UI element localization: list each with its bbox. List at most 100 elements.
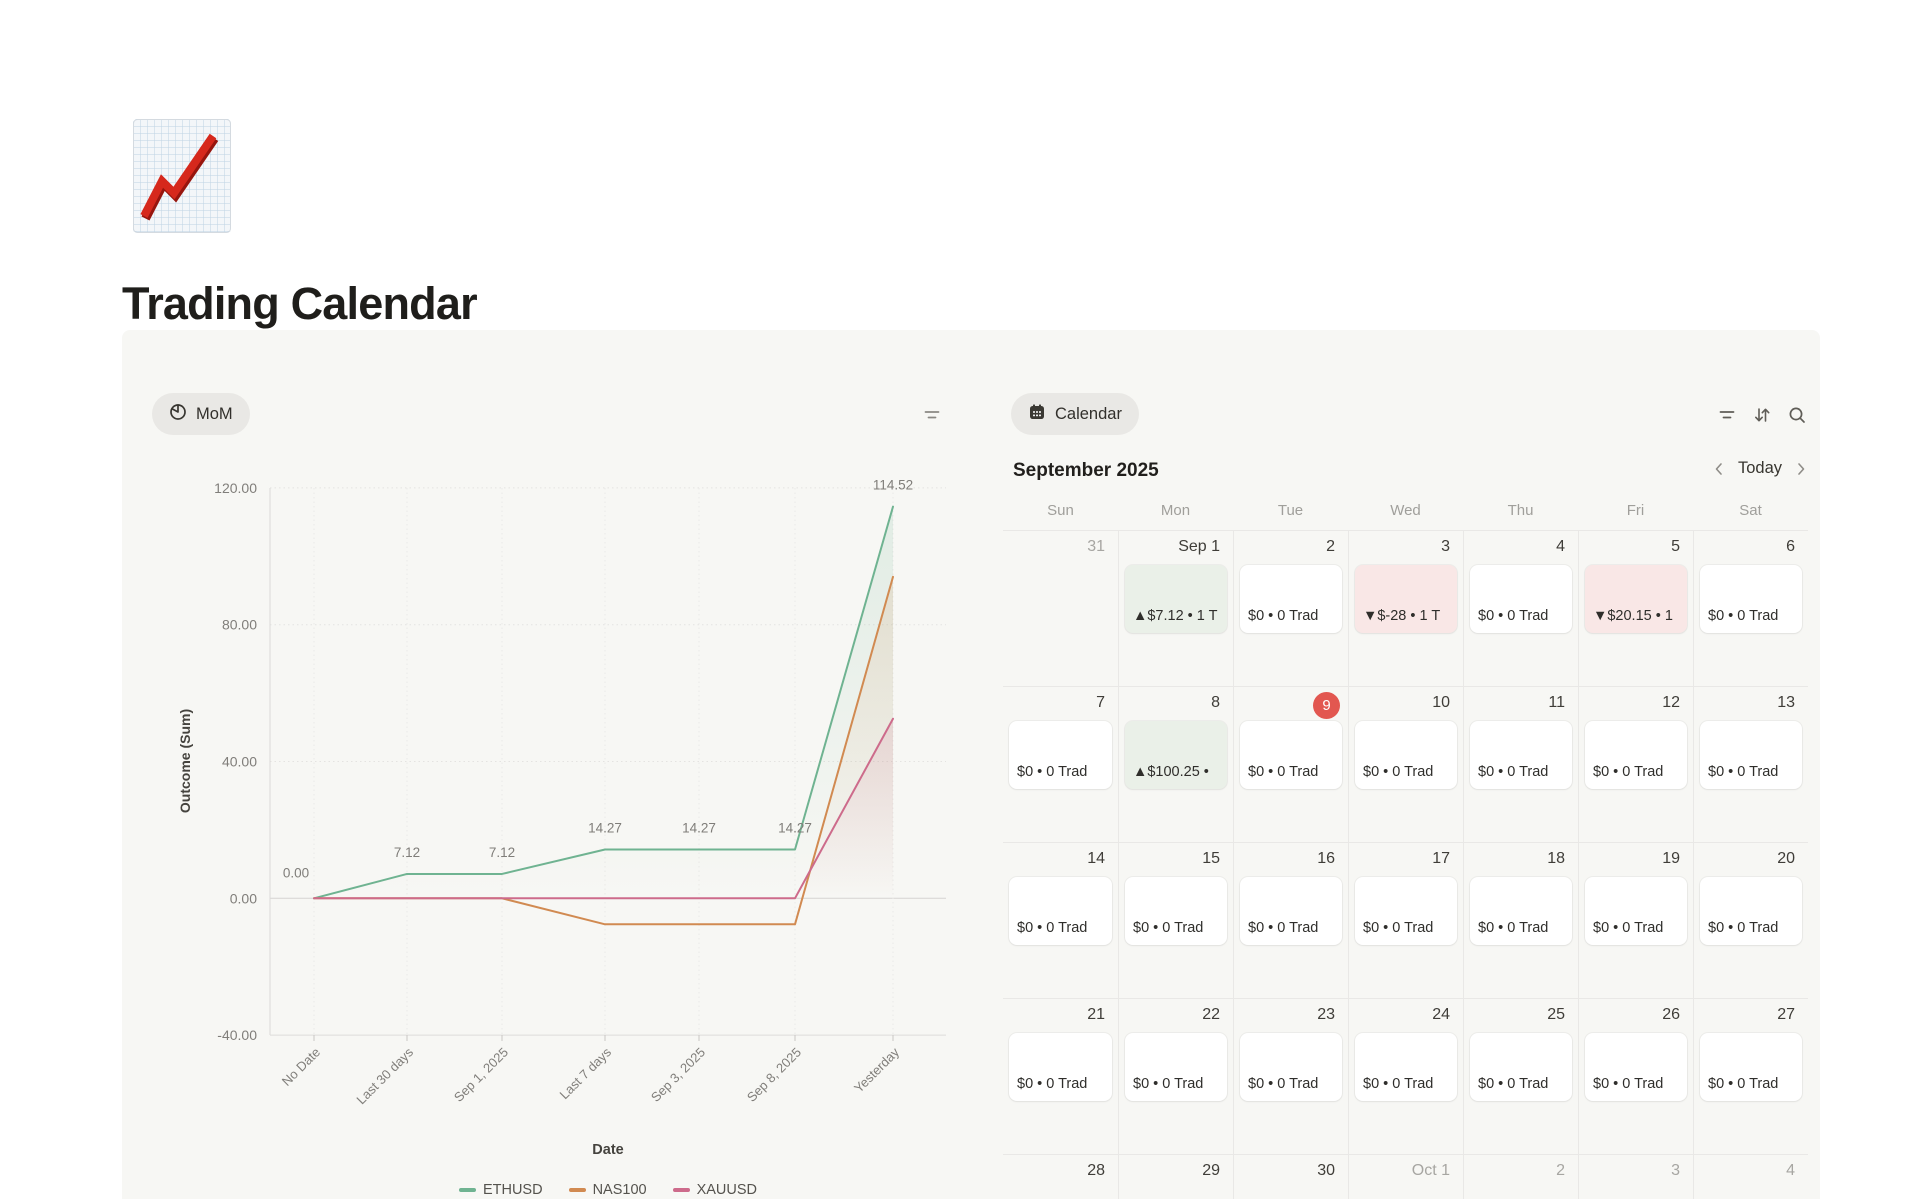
calendar-cell-30[interactable]: 30 [1233, 1154, 1348, 1199]
calendar-cell-21[interactable]: 21 $0 • 0 Trad [1003, 998, 1118, 1154]
calendar-cell-8[interactable]: 8 ▲$100.25 • [1118, 686, 1233, 842]
calendar-filter-button[interactable] [1717, 405, 1737, 425]
event-card[interactable]: $0 • 0 Trad [1470, 721, 1572, 789]
calendar-cell-11[interactable]: 11 $0 • 0 Trad [1463, 686, 1578, 842]
calendar-cell-6[interactable]: 6 $0 • 0 Trad [1693, 530, 1808, 686]
legend-swatch [458, 1188, 476, 1192]
calendar-prev-button[interactable] [1711, 460, 1727, 478]
calendar-cell-12[interactable]: 12 $0 • 0 Trad [1578, 686, 1693, 842]
day-number: 3 [1671, 1162, 1680, 1179]
day-header-mon: Mon [1160, 502, 1191, 519]
views-container: MoM 120.00 80.00 40.00 0.00 -40.00 No Date Las… [122, 330, 1820, 1199]
legend-item-NAS100: NAS100 [568, 1182, 647, 1198]
calendar-cell-15[interactable]: 15 $0 • 0 Trad [1118, 842, 1233, 998]
event-card[interactable]: $0 • 0 Trad [1700, 877, 1802, 945]
event-card[interactable]: $0 • 0 Trad [1585, 1033, 1687, 1101]
event-card[interactable]: $0 • 0 Trad [1240, 565, 1342, 633]
calendar-cell-17[interactable]: 17 $0 • 0 Trad [1348, 842, 1463, 998]
event-card-text: $0 • 0 Trad [1478, 1076, 1549, 1092]
calendar-cell-13[interactable]: 13 $0 • 0 Trad [1693, 686, 1808, 842]
event-card[interactable]: $0 • 0 Trad [1470, 1033, 1572, 1101]
event-card[interactable]: $0 • 0 Trad [1585, 721, 1687, 789]
calendar-cell-10[interactable]: 10 $0 • 0 Trad [1348, 686, 1463, 842]
calendar-cell-22[interactable]: 22 $0 • 0 Trad [1118, 998, 1233, 1154]
event-card-text: $0 • 0 Trad [1248, 764, 1319, 780]
day-number: 11 [1548, 694, 1565, 711]
day-number: 23 [1317, 1006, 1335, 1023]
day-number: 5 [1671, 538, 1680, 555]
event-card[interactable]: $0 • 0 Trad [1470, 565, 1572, 633]
event-card[interactable]: $0 • 0 Trad [1125, 1033, 1227, 1101]
event-card-text: ▼$20.15 • 1 [1593, 608, 1673, 624]
svg-text:14.27: 14.27 [588, 820, 622, 835]
calendar-cell-3[interactable]: 3 ▼$-28 • 1 T [1348, 530, 1463, 686]
event-card-text: $0 • 0 Trad [1478, 764, 1549, 780]
event-card-text: ▼$-28 • 1 T [1363, 608, 1441, 624]
calendar-cell-oct-1[interactable]: Oct 1 [1348, 1154, 1463, 1199]
calendar-cell-26[interactable]: 26 $0 • 0 Trad [1578, 998, 1693, 1154]
day-number: 18 [1547, 850, 1565, 867]
calendar-cell-sep-1[interactable]: Sep 1 ▲$7.12 • 1 T [1118, 530, 1233, 686]
calendar-cell-4[interactable]: 4 [1693, 1154, 1808, 1199]
calendar-cell-29[interactable]: 29 [1118, 1154, 1233, 1199]
day-header-fri: Fri [1626, 502, 1645, 519]
event-card[interactable]: $0 • 0 Trad [1240, 721, 1342, 789]
calendar-cell-4[interactable]: 4 $0 • 0 Trad [1463, 530, 1578, 686]
calendar-cell-27[interactable]: 27 $0 • 0 Trad [1693, 998, 1808, 1154]
day-number: 14 [1087, 850, 1105, 867]
event-card[interactable]: $0 • 0 Trad [1125, 877, 1227, 945]
event-card[interactable]: $0 • 0 Trad [1240, 877, 1342, 945]
event-card[interactable]: $0 • 0 Trad [1585, 877, 1687, 945]
day-number: 28 [1087, 1162, 1105, 1179]
svg-text:114.52: 114.52 [873, 478, 913, 493]
calendar-cell-3[interactable]: 3 [1578, 1154, 1693, 1199]
svg-text:Sep 3, 2025: Sep 3, 2025 [648, 1045, 708, 1105]
calendar-cell-23[interactable]: 23 $0 • 0 Trad [1233, 998, 1348, 1154]
calendar-sort-button[interactable] [1752, 405, 1772, 425]
calendar-cell-25[interactable]: 25 $0 • 0 Trad [1463, 998, 1578, 1154]
sort-icon [1752, 408, 1772, 428]
event-card[interactable]: $0 • 0 Trad [1009, 1033, 1112, 1101]
event-card[interactable]: $0 • 0 Trad [1470, 877, 1572, 945]
event-card[interactable]: $0 • 0 Trad [1700, 721, 1802, 789]
event-card[interactable]: $0 • 0 Trad [1700, 565, 1802, 633]
calendar-cell-9[interactable]: 9 $0 • 0 Trad [1233, 686, 1348, 842]
calendar-cell-16[interactable]: 16 $0 • 0 Trad [1233, 842, 1348, 998]
calendar-cell-19[interactable]: 19 $0 • 0 Trad [1578, 842, 1693, 998]
calendar-next-button[interactable] [1793, 460, 1809, 478]
event-card[interactable]: $0 • 0 Trad [1355, 877, 1457, 945]
event-card[interactable]: $0 • 0 Trad [1009, 877, 1112, 945]
svg-text:120.00: 120.00 [214, 480, 257, 496]
calendar-cell-7[interactable]: 7 $0 • 0 Trad [1003, 686, 1118, 842]
event-card[interactable]: ▼$-28 • 1 T [1355, 565, 1457, 633]
calendar-cell-31[interactable]: 31 [1003, 530, 1118, 686]
page-emoji chart-increasing-icon[interactable] [133, 119, 231, 233]
calendar-cell-5[interactable]: 5 ▼$20.15 • 1 [1578, 530, 1693, 686]
calendar-today-button[interactable]: Today [1737, 459, 1782, 477]
calendar-cell-18[interactable]: 18 $0 • 0 Trad [1463, 842, 1578, 998]
calendar-cell-24[interactable]: 24 $0 • 0 Trad [1348, 998, 1463, 1154]
event-card[interactable]: $0 • 0 Trad [1009, 721, 1112, 789]
event-card[interactable]: $0 • 0 Trad [1355, 721, 1457, 789]
event-card[interactable]: ▲$7.12 • 1 T [1125, 565, 1227, 633]
calendar-cell-2[interactable]: 2 $0 • 0 Trad [1233, 530, 1348, 686]
event-card[interactable]: ▼$20.15 • 1 [1585, 565, 1687, 633]
calendar-cell-28[interactable]: 28 [1003, 1154, 1118, 1199]
svg-text:0.00: 0.00 [283, 865, 309, 880]
event-card[interactable]: ▲$100.25 • [1125, 721, 1227, 789]
event-card[interactable]: $0 • 0 Trad [1700, 1033, 1802, 1101]
day-number: 12 [1662, 694, 1680, 711]
calendar-cell-2[interactable]: 2 [1463, 1154, 1578, 1199]
day-number: 27 [1777, 1006, 1795, 1023]
event-card[interactable]: $0 • 0 Trad [1240, 1033, 1342, 1101]
calendar-search-button[interactable] [1787, 405, 1807, 425]
calendar-cell-20[interactable]: 20 $0 • 0 Trad [1693, 842, 1808, 998]
event-card-text: $0 • 0 Trad [1017, 1076, 1088, 1092]
chart-filter-button[interactable] [922, 405, 942, 425]
tab-calendar-view[interactable]: Calendar [1011, 393, 1139, 435]
tab-mom-view[interactable]: MoM [152, 393, 250, 435]
event-card[interactable]: $0 • 0 Trad [1355, 1033, 1457, 1101]
calendar-cell-14[interactable]: 14 $0 • 0 Trad [1003, 842, 1118, 998]
day-number: 13 [1777, 694, 1795, 711]
event-card-text: ▲$7.12 • 1 T [1133, 608, 1218, 624]
